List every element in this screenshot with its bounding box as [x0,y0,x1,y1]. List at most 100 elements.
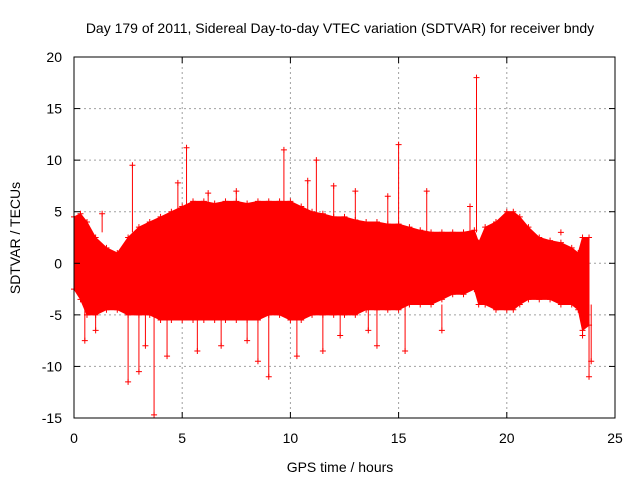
outlier-point [304,177,311,184]
band-lower-point [287,317,294,324]
band-lower-point [547,296,554,303]
band-upper-point [222,198,229,205]
band-lower-point [510,306,517,313]
x-tick-label: 25 [607,430,623,446]
chart-title: Day 179 of 2011, Sidereal Day-to-day VTE… [86,20,594,36]
x-tick-label: 15 [391,430,407,446]
outlier-point [81,337,88,344]
band-lower-point [330,311,337,318]
plot-frame [73,56,616,419]
outlier-point [557,229,564,236]
band-lower-point [179,317,186,324]
band-upper-point [417,227,424,234]
band-upper-point [510,208,517,215]
x-tick-label: 10 [283,430,299,446]
band-lower-point [536,296,543,303]
outlier-point [402,347,409,354]
outlier-point [265,373,272,380]
band-lower-point [428,301,435,308]
band-lower-point [482,301,489,308]
outlier-point [473,74,480,81]
band-lower-point [575,306,582,313]
outlier-point [467,203,474,210]
band-lower-point [475,301,482,308]
outlier-point [135,368,142,375]
band-upper-point [475,239,482,246]
x-tick-label: 5 [178,430,186,446]
outlier-point [280,146,287,153]
band-lower-point [417,301,424,308]
band-upper-point [575,249,582,256]
band-upper-point [92,234,99,241]
band-lower-point [460,291,467,298]
band-upper-point [125,234,132,241]
outlier-point [438,327,445,334]
band-upper-point [449,229,456,236]
band-lower-point [525,296,532,303]
band-lower-point [341,311,348,318]
outlier-point [293,353,300,360]
outlier-point [384,193,391,200]
band-upper-point [276,198,283,205]
band-lower-point [406,301,413,308]
outlier-point [313,157,320,164]
band-upper-point [168,208,175,215]
outlier-point [319,347,326,354]
band-upper-point [579,234,586,241]
band-upper-point [114,249,121,256]
y-tick-label: 10 [46,152,62,168]
outlier-point [395,141,402,148]
outlier-point [244,337,251,344]
band-lower-point [309,311,316,318]
band-upper-point [363,219,370,226]
outlier-point [218,342,225,349]
band-upper-point [200,198,207,205]
band-upper-point [83,219,90,226]
band-upper-point [287,198,294,205]
band-lower-point [276,311,283,318]
y-tick-label: 20 [46,49,62,65]
band-upper-point [211,200,218,207]
outlier-point [151,411,158,418]
band-upper-point [557,239,564,246]
band-upper-point [406,224,413,231]
band-upper-point [309,208,316,215]
band-lower-point [352,311,359,318]
outlier-point [194,347,201,354]
band-upper-point [536,234,543,241]
band-lower-point [384,306,391,313]
outlier-point [125,378,132,385]
band-lower-point [200,317,207,324]
outlier-point [254,358,261,365]
band-upper-point [135,224,142,231]
band-upper-point [77,210,84,217]
y-tick-label: 15 [46,101,62,117]
y-axis-label: SDTVAR / TECUs [7,182,23,294]
outlier-point [183,144,190,151]
band-lower-point [449,291,456,298]
band-upper-point [568,244,575,251]
band-upper-point [482,224,489,231]
band-upper-point [492,219,499,226]
band-lower-point [168,317,175,324]
tick-labels: 0 5 10 15 20 25 -15 -10 -5 0 5 10 15 20 [42,49,623,446]
axis-ticks [73,56,616,419]
band-upper-point [190,198,197,205]
band-upper-point [179,203,186,210]
band-upper-point [244,200,251,207]
x-tick-label: 0 [70,430,78,446]
band-upper-point [319,210,326,217]
x-tick-label: 20 [499,430,515,446]
y-tick-label: 5 [54,204,62,220]
band-lower-point [471,286,478,293]
band-lower-point [114,306,121,313]
outlier-point [586,373,593,380]
outlier-point [164,353,171,360]
band-lower-point [103,306,110,313]
band-upper-point [460,229,467,236]
band-upper-point [265,198,272,205]
y-tick-label: -5 [50,307,63,323]
band-lower-point [568,301,575,308]
band-lower-point [157,317,164,324]
